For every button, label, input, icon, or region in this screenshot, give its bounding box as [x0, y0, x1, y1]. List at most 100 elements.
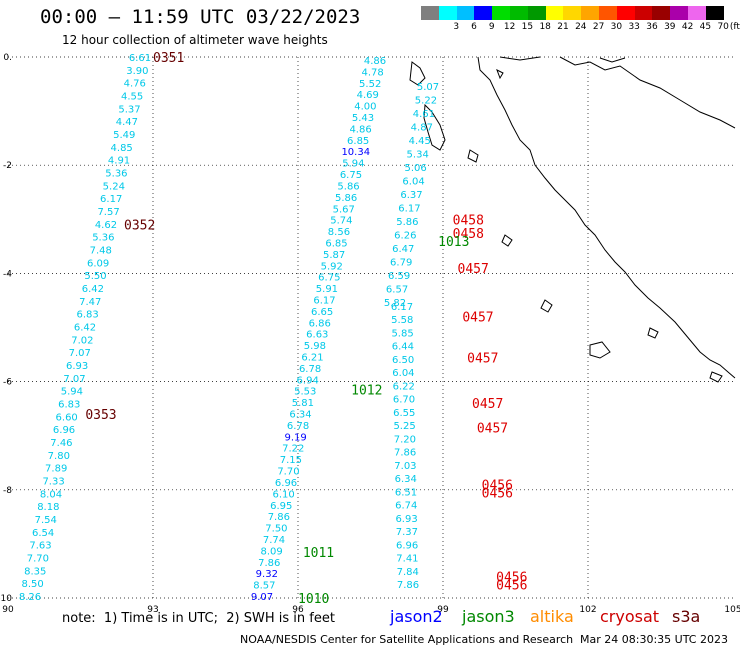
- wave-height-value: 5.25: [393, 421, 415, 432]
- latitude-tick-label: -6: [3, 378, 12, 388]
- wave-height-value: 5.94: [342, 159, 364, 170]
- wave-height-value: 7.07: [63, 374, 85, 385]
- wave-height-value: 5.81: [292, 398, 314, 409]
- pass-number-label: 1010: [298, 592, 329, 607]
- longitude-tick-label: 90: [2, 605, 14, 615]
- pass-number-label: 0458: [453, 213, 484, 228]
- legend-swatch: [421, 6, 440, 20]
- legend-label: 39: [664, 22, 676, 32]
- wave-height-value: 5.87: [323, 250, 345, 261]
- wave-height-value: 5.34: [407, 150, 429, 161]
- wave-height-value: 6.95: [270, 501, 292, 512]
- wave-height-value: 5.43: [352, 113, 374, 124]
- legend-swatch: [527, 6, 547, 20]
- sumatra-coastline: [409, 56, 736, 383]
- longitude-tick-label: 96: [292, 605, 304, 615]
- latitude-tick-label: -10: [0, 594, 12, 604]
- wave-height-value: 8.57: [253, 581, 275, 592]
- wave-height-value: 7.86: [268, 512, 290, 523]
- wave-height-value: 6.22: [393, 381, 415, 392]
- wave-height-value: 4.86: [364, 56, 386, 67]
- legend-swatch: [705, 6, 725, 20]
- legend-cryosat: cryosat: [600, 607, 660, 626]
- wave-height-value: 6.44: [392, 342, 414, 353]
- legend-label: 45: [699, 22, 712, 32]
- wave-height-value: 6.86: [309, 318, 331, 329]
- wave-height-value: 4.62: [95, 220, 117, 231]
- wave-height-value: 6.47: [392, 244, 414, 255]
- wave-height-value: 6.83: [58, 400, 80, 411]
- pass-number-label: 0457: [477, 422, 508, 437]
- pass-number-label: 0352: [124, 219, 155, 234]
- longitude-tick-label: 99: [437, 605, 449, 615]
- wave-height-value: 7.50: [265, 524, 287, 535]
- credit-text: NOAA/NESDIS Center for Satellite Applica…: [240, 633, 574, 646]
- wave-height-value: 4.00: [354, 102, 376, 113]
- wave-height-value: 6.70: [393, 395, 415, 406]
- legend-label: 3: [453, 22, 460, 32]
- pass-number-label: 0457: [472, 397, 503, 412]
- legend-unit: (ft): [729, 22, 740, 32]
- wave-height-value: 6.79: [390, 258, 412, 269]
- pass-number-label: 1011: [303, 546, 334, 561]
- legend-swatch: [492, 6, 511, 20]
- map-title: 00:00 — 11:59 UTC 03/22/2023: [40, 6, 361, 28]
- latitude-tick-label: -2: [3, 161, 12, 171]
- wave-height-value: 5.24: [103, 181, 125, 192]
- legend-swatch: [616, 6, 636, 20]
- wave-height-value: 7.57: [97, 207, 119, 218]
- wave-height-value: 5.98: [304, 341, 326, 352]
- wave-height-value: 6.96: [275, 478, 297, 489]
- wave-height-value: 5.49: [113, 130, 135, 141]
- wave-height-value: 6.50: [392, 355, 414, 366]
- wave-height-value: 6.04: [392, 368, 414, 379]
- wave-height-value: 6.94: [297, 375, 319, 386]
- wave-height-value: 5.92: [321, 261, 343, 272]
- wave-height-value: 7.54: [35, 515, 57, 526]
- longitude-tick-label: 105: [724, 605, 740, 615]
- wave-height-value: 5.53: [294, 387, 316, 398]
- wave-height-value: 7.47: [79, 297, 101, 308]
- wave-height-value: 5.85: [391, 328, 413, 339]
- wave-height-value: 6.60: [56, 412, 78, 423]
- wave-height-value: 7.22: [282, 444, 304, 455]
- pass-number-label: 1013: [438, 235, 469, 250]
- wave-height-value: 6.59: [388, 271, 410, 282]
- legend-label: 18: [539, 22, 551, 32]
- wave-height-value: 10.34: [341, 147, 370, 158]
- wave-height-value: 6.78: [299, 364, 321, 375]
- wave-height-value: 4.69: [357, 90, 379, 101]
- wave-height-value: 5.82: [384, 298, 406, 309]
- wave-height-value: 6.34: [395, 474, 417, 485]
- latitude-tick-label: 0.: [3, 53, 12, 63]
- wave-height-value: 4.76: [124, 79, 146, 90]
- wave-height-value: 6.93: [395, 514, 417, 525]
- legend-swatch: [581, 6, 600, 20]
- legend-swatch: [563, 6, 582, 20]
- legend-swatch: [474, 6, 493, 20]
- wave-height-value: 5.06: [404, 163, 426, 174]
- wave-height-value: 6.96: [53, 425, 75, 436]
- wave-height-value: 6.57: [386, 285, 408, 296]
- legend-swatch: [688, 6, 707, 20]
- wave-height-value: 7.74: [263, 535, 285, 546]
- legend-label: 6: [471, 22, 477, 32]
- legend-swatch: [652, 6, 671, 20]
- wave-height-value: 5.86: [335, 193, 357, 204]
- wave-height-value: 6.83: [76, 310, 98, 321]
- wave-height-value: 8.18: [37, 502, 59, 513]
- legend-swatch: [599, 6, 618, 20]
- wave-height-value: 5.86: [396, 217, 418, 228]
- wave-height-value: 7.20: [394, 434, 416, 445]
- wave-height-value: 6.54: [32, 528, 54, 539]
- longitude-tick-label: 93: [147, 605, 158, 615]
- wave-height-value: 7.07: [69, 348, 91, 359]
- wave-height-value: 7.15: [280, 455, 302, 466]
- pass-number-label: 0457: [467, 351, 498, 366]
- wave-height-value: 6.17: [398, 204, 420, 215]
- legend-swatch: [670, 6, 689, 20]
- legend-swatch: [456, 6, 475, 20]
- legend-label: 33: [628, 22, 640, 32]
- wave-height-value: 7.84: [397, 567, 419, 578]
- wave-height-value: 4.45: [409, 136, 431, 147]
